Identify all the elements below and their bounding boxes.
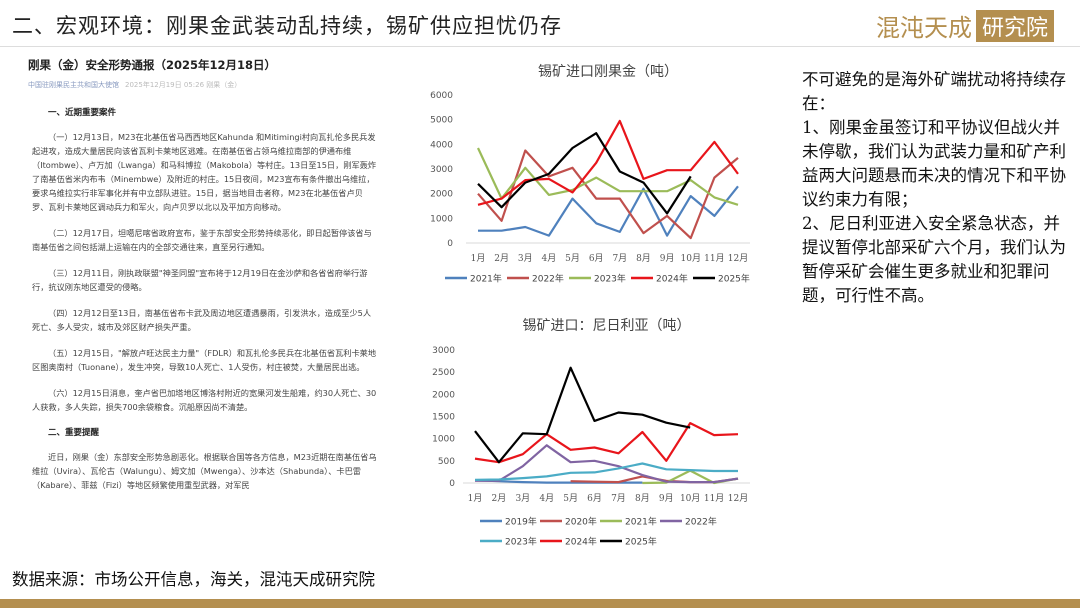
legend-label: 2020年 — [565, 516, 597, 528]
y-tick-label: 0 — [449, 479, 455, 489]
x-tick-label: 1月 — [471, 253, 486, 264]
paragraph: 近日，刚果（金）东部安全形势急剧恶化。根据联合国等各方信息，M23近期在南基伍省… — [32, 452, 377, 490]
x-tick-label: 5月 — [563, 493, 578, 504]
series-line-2025年 — [474, 366, 691, 464]
header-divider — [0, 46, 1080, 47]
y-tick-label: 6000 — [430, 91, 453, 101]
series-line-2023年 — [474, 462, 738, 481]
series-line-2024年 — [477, 119, 739, 206]
x-tick-label: 10月 — [681, 253, 701, 264]
chart-title: 锡矿进口刚果金（吨） — [538, 64, 678, 80]
y-tick-label: 500 — [438, 457, 455, 467]
x-tick-label: 11月 — [704, 493, 724, 504]
paragraph: （二）12月17日，坦噶尼喀省政府宣布，鉴于东部安全形势持续恶化，即日起暂停该省… — [32, 228, 372, 252]
y-tick-label: 0 — [447, 239, 453, 249]
x-tick-label: 5月 — [565, 253, 580, 264]
series-line-2025年 — [477, 132, 692, 215]
y-tick-label: 1500 — [432, 413, 455, 423]
footer-bar — [0, 599, 1080, 608]
x-tick-label: 9月 — [659, 493, 674, 504]
paragraph: （五）12月15日，"解放卢旺达民主力量"（FDLR）和瓦扎伦多民兵在北基伍省瓦… — [32, 348, 377, 372]
x-tick-label: 12月 — [728, 253, 748, 264]
x-tick-label: 6月 — [589, 253, 604, 264]
publisher: 中国驻刚果民主共和国大使馆 — [28, 81, 119, 89]
x-tick-label: 2月 — [494, 253, 509, 264]
y-tick-label: 3000 — [430, 165, 453, 175]
series-line-2024年 — [474, 422, 739, 464]
legend-label: 2021年 — [625, 516, 657, 528]
x-tick-label: 12月 — [728, 493, 748, 504]
x-tick-label: 4月 — [542, 253, 557, 264]
y-tick-label: 2000 — [430, 190, 453, 200]
legend-label: 2024年 — [656, 273, 688, 285]
x-tick-label: 8月 — [636, 253, 651, 264]
analysis-point-1: 1、刚果金虽签订和平协议但战火并未停歇，我们认为武装力量和矿产利益两大问题悬而未… — [802, 118, 1066, 209]
chart-title: 锡矿进口：尼日利亚（吨） — [523, 318, 691, 334]
series-line-2022年 — [475, 444, 739, 484]
y-tick-label: 3000 — [432, 346, 455, 356]
y-tick-label: 2500 — [432, 368, 455, 378]
legend-label: 2025年 — [718, 273, 750, 285]
logo-text: 混沌天成 — [875, 14, 972, 42]
y-tick-label: 1000 — [432, 435, 455, 445]
analysis-intro: 不可避免的是海外矿端扰动将持续存在： — [802, 70, 1066, 113]
x-tick-label: 1月 — [468, 493, 483, 504]
analysis-point-2: 2、尼日利亚进入安全紧急状态，并提议暂停北部采矿六个月，我们认为暂停采矿会催生更… — [802, 214, 1066, 305]
x-tick-label: 4月 — [539, 493, 554, 504]
document-meta: 中国驻刚果民主共和国大使馆 2025年12月19日 05:26 刚果（金） — [28, 78, 378, 92]
series-line-2021年 — [478, 185, 739, 237]
logo: 混沌天成 研究院 — [876, 8, 1054, 43]
y-tick-label: 1000 — [430, 214, 453, 224]
publish-date: 2025年12月19日 05:26 刚果（金） — [125, 81, 242, 89]
x-tick-label: 7月 — [612, 253, 627, 264]
paragraph: （四）12月12日至13日，南基伍省布卡武及周边地区遭遇暴雨，引发洪水，造成至少… — [32, 308, 372, 332]
x-tick-label: 9月 — [660, 253, 675, 264]
x-tick-label: 3月 — [518, 253, 533, 264]
slide-title: 二、宏观环境：刚果金武装动乱持续，锡矿供应担忧仍存 — [12, 14, 562, 38]
x-tick-label: 7月 — [611, 493, 626, 504]
section-heading: 二、重要提醒 — [48, 428, 100, 438]
x-tick-label: 10月 — [680, 493, 700, 504]
y-tick-label: 2000 — [432, 390, 455, 400]
logo-box: 研究院 — [975, 9, 1054, 42]
x-tick-label: 8月 — [635, 493, 650, 504]
document-title: 刚果（金）安全形势通报（2025年12月18日） — [28, 58, 277, 72]
paragraph: （六）12月15日消息，奎卢省巴加塔地区博洛村附近的宽果河发生船难，约30人死亡… — [32, 388, 377, 412]
data-source: 数据来源：市场公开信息，海关，混沌天成研究院 — [12, 570, 375, 589]
paragraph: （一）12月13日，M23在北基伍省马西西地区Kahunda 和Mitiming… — [32, 132, 377, 212]
x-tick-label: 11月 — [704, 253, 724, 264]
section-heading: 一、近期重要案件 — [48, 108, 117, 118]
paragraph: （三）12月11日，刚执政联盟"神圣同盟"宣布将于12月19日在金沙萨和各省省府… — [32, 268, 368, 292]
series-line-2023年 — [477, 147, 739, 206]
legend-label: 2023年 — [594, 273, 626, 285]
legend-label: 2022年 — [685, 516, 717, 528]
legend-label: 2021年 — [470, 273, 502, 285]
analysis-text: 不可避免的是海外矿端扰动将持续存在： 1、刚果金虽签订和平协议但战火并未停歇，我… — [802, 68, 1067, 308]
legend-label: 2025年 — [625, 536, 657, 548]
x-tick-label: 2月 — [492, 493, 507, 504]
x-tick-label: 6月 — [587, 493, 602, 504]
legend-label: 2024年 — [565, 536, 597, 548]
y-tick-label: 4000 — [430, 140, 453, 150]
x-tick-label: 3月 — [515, 493, 530, 504]
y-tick-label: 5000 — [430, 116, 453, 126]
legend-label: 2022年 — [532, 273, 564, 285]
news-document-image: 刚果（金）安全形势通报（2025年12月18日） 中国驻刚果民主共和国大使馆 20… — [22, 58, 378, 540]
series-line-2022年 — [477, 149, 739, 240]
legend-label: 2019年 — [505, 516, 537, 528]
legend-label: 2023年 — [505, 536, 537, 548]
